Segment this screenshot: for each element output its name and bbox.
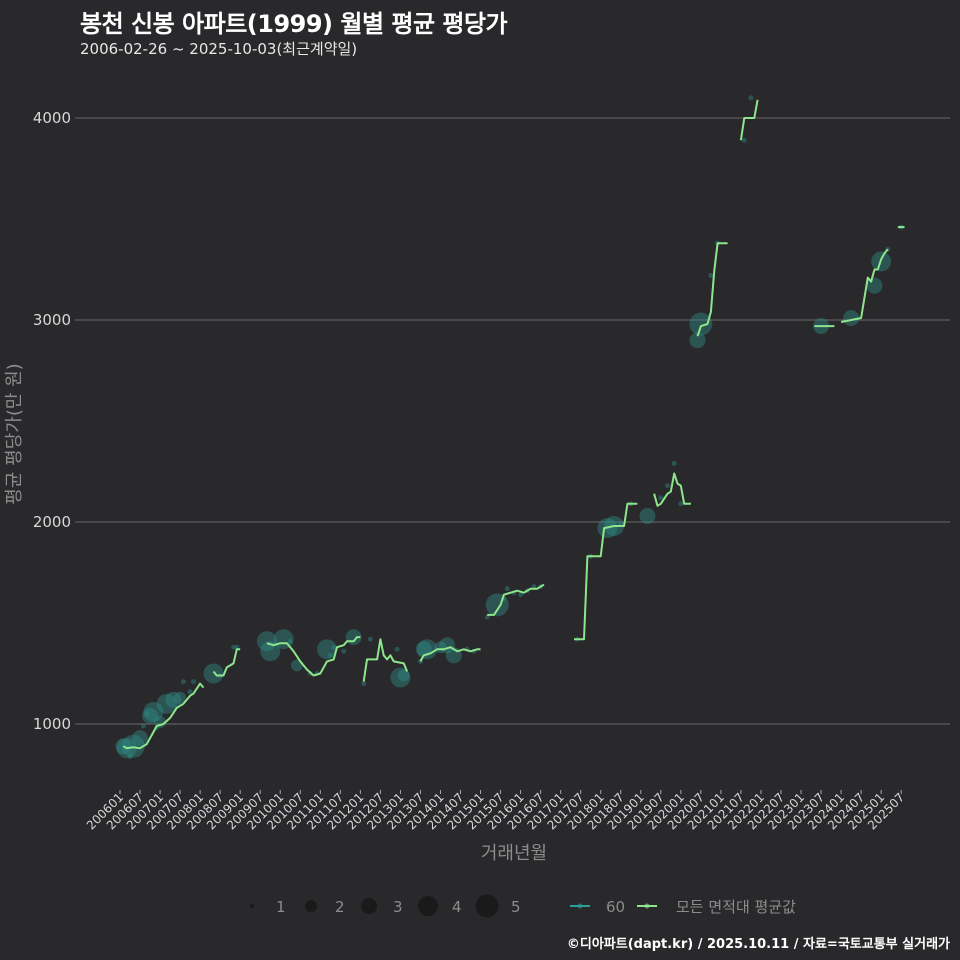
legend-size-label: 4 bbox=[452, 898, 462, 916]
y-tick-label: 4000 bbox=[33, 109, 71, 127]
data-point bbox=[658, 495, 664, 501]
data-point bbox=[180, 679, 186, 685]
data-point bbox=[678, 501, 684, 507]
data-point bbox=[639, 507, 656, 524]
data-point bbox=[144, 711, 150, 717]
line-segment bbox=[696, 242, 728, 337]
data-point bbox=[390, 667, 411, 688]
y-tick-label: 2000 bbox=[33, 513, 71, 531]
legend-size-swatch bbox=[418, 896, 438, 916]
line-segment bbox=[362, 638, 409, 682]
legend-size-label: 2 bbox=[335, 898, 345, 916]
legend-series-label: 모든 면적대 평균값 bbox=[676, 898, 796, 916]
legend-series-dot bbox=[577, 903, 583, 909]
line-segment bbox=[266, 636, 361, 677]
data-point bbox=[689, 312, 713, 336]
data-point bbox=[140, 723, 146, 729]
data-point bbox=[367, 636, 373, 642]
data-point bbox=[397, 669, 410, 682]
data-point bbox=[341, 648, 347, 654]
data-point bbox=[708, 273, 714, 279]
data-point bbox=[671, 460, 677, 466]
x-axis: 2006012006072007012007072008012008072009… bbox=[84, 790, 907, 833]
source-caption: ©디아파트(dapt.kr) / 2025.10.11 / 자료=국토교통부 실… bbox=[566, 937, 950, 952]
y-axis-title: 평균 평당가(만 원) bbox=[4, 363, 25, 504]
chart-title: 봉천 신봉 아파트(1999) 월별 평균 평당가 bbox=[80, 10, 508, 38]
data-point bbox=[664, 483, 670, 489]
data-point bbox=[156, 693, 177, 714]
data-point bbox=[256, 631, 277, 652]
data-point bbox=[132, 730, 149, 747]
chart-subtitle: 2006-02-26 ~ 2025-10-03(최근계약일) bbox=[80, 40, 358, 58]
legend-size-swatch bbox=[475, 894, 499, 918]
data-point bbox=[142, 707, 159, 724]
legend-size-label: 3 bbox=[393, 898, 403, 916]
data-point bbox=[331, 644, 337, 650]
x-axis-title: 거래년월 bbox=[481, 843, 547, 864]
data-point bbox=[741, 137, 747, 143]
data-point bbox=[203, 663, 224, 684]
line-segment bbox=[574, 502, 638, 641]
data-point bbox=[748, 95, 754, 101]
line-segment bbox=[739, 99, 759, 141]
data-point bbox=[190, 679, 196, 685]
data-point bbox=[361, 681, 367, 687]
legend-size-label: 1 bbox=[276, 898, 286, 916]
legend-size-swatch bbox=[250, 904, 254, 908]
legend: 1 2 3 4 5 60 모든 면적대 평균값 bbox=[250, 894, 796, 918]
line-segment bbox=[840, 248, 889, 323]
data-point bbox=[165, 691, 182, 708]
line-segment bbox=[212, 648, 241, 677]
data-point bbox=[316, 639, 337, 660]
y-axis: 1000 2000 3000 4000 bbox=[33, 109, 80, 733]
data-point bbox=[260, 641, 281, 662]
gridlines bbox=[80, 117, 950, 725]
legend-size-label: 5 bbox=[511, 898, 521, 916]
y-tick-label: 1000 bbox=[33, 715, 71, 733]
data-point bbox=[231, 644, 237, 650]
y-tick-label: 3000 bbox=[33, 311, 71, 329]
data-point bbox=[327, 652, 333, 658]
data-point bbox=[187, 689, 193, 695]
data-point bbox=[127, 753, 133, 759]
legend-series-dot bbox=[644, 903, 650, 909]
data-point bbox=[518, 592, 524, 598]
legend-size-swatch bbox=[361, 898, 377, 914]
data-point bbox=[689, 332, 706, 349]
data-point bbox=[174, 691, 187, 704]
line-segment bbox=[653, 472, 691, 507]
data-point bbox=[287, 638, 293, 644]
data-point bbox=[417, 639, 438, 660]
legend-size-swatch bbox=[305, 900, 317, 912]
data-point bbox=[394, 646, 400, 652]
line-segment bbox=[419, 646, 481, 662]
line-segment bbox=[122, 682, 205, 750]
series-all-average-line bbox=[122, 99, 905, 750]
data-point bbox=[143, 701, 164, 722]
legend-series-label: 60 bbox=[606, 898, 625, 916]
data-point bbox=[504, 586, 510, 592]
line-segment bbox=[487, 583, 545, 616]
data-point bbox=[843, 309, 860, 326]
